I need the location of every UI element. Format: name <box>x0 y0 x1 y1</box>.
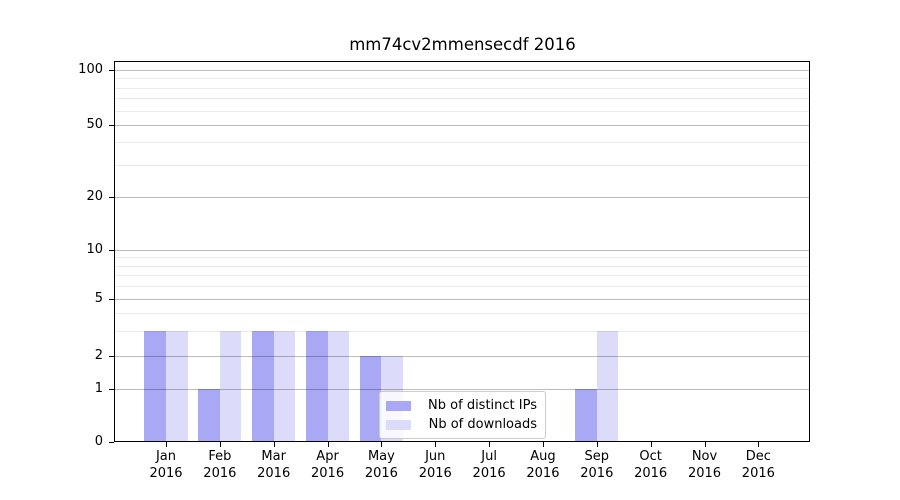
y-axis-tick-label: 20 <box>86 188 103 204</box>
x-axis-tick-label-aug: Aug 2016 <box>526 449 560 481</box>
x-axis-tick <box>650 442 652 447</box>
x-axis-tick-label-apr: Apr 2016 <box>311 449 345 481</box>
bar-distinct-ips-may <box>359 356 382 441</box>
gridline-minor <box>115 164 809 166</box>
x-axis-tick <box>273 442 275 447</box>
gridline-minor <box>115 275 809 277</box>
y-axis-tick <box>109 356 114 357</box>
y-axis-tick <box>109 70 114 71</box>
x-axis-tick-label-oct: Oct 2016 <box>634 449 668 481</box>
gridline-minor <box>115 257 809 259</box>
x-axis-tick-label-mar: Mar 2016 <box>257 449 291 481</box>
gridline-minor <box>115 265 809 267</box>
y-axis-tick-label: 10 <box>86 242 103 257</box>
x-axis-tick-label-jun: Jun 2016 <box>418 449 452 481</box>
chart-title: mm74cv2mmensecdf 2016 <box>349 35 576 54</box>
bar-distinct-ips-apr <box>305 330 328 441</box>
bar-downloads-sep <box>596 330 619 441</box>
gridline-major <box>115 250 809 251</box>
legend-swatch-distinct-ips <box>386 400 411 411</box>
bar-downloads-mar <box>273 330 296 441</box>
y-axis-tick <box>109 250 114 251</box>
x-axis-tick <box>219 442 221 447</box>
gridline-major <box>115 299 809 300</box>
x-axis-tick <box>489 442 491 447</box>
x-axis-tick-label-nov: Nov 2016 <box>687 449 722 481</box>
y-axis-tick <box>109 299 114 300</box>
gridline-minor <box>115 330 809 332</box>
x-axis-tick-label-jul: Jul 2016 <box>472 449 506 481</box>
y-axis-tick <box>109 125 114 126</box>
legend-label-downloads: Nb of downloads <box>428 417 537 432</box>
y-axis-tick-label: 1 <box>94 380 103 396</box>
gridline-major <box>115 388 809 390</box>
legend-swatch-downloads <box>386 419 411 430</box>
x-axis-tick <box>327 442 329 447</box>
x-axis-tick-label-dec: Dec 2016 <box>741 449 775 481</box>
gridline-minor <box>115 78 809 80</box>
gridline-major <box>115 196 809 198</box>
y-axis-tick <box>109 441 114 443</box>
plot-area <box>114 61 810 442</box>
x-axis-tick <box>381 442 383 447</box>
x-axis-tick-label-sep: Sep 2016 <box>580 449 614 481</box>
y-axis-tick-label: 0 <box>94 433 103 449</box>
legend-item-downloads: Nb of downloads <box>386 417 537 432</box>
bar-downloads-feb <box>219 330 242 441</box>
x-axis-tick <box>596 442 598 447</box>
x-axis-tick <box>758 442 760 447</box>
gridline-minor <box>115 142 809 144</box>
x-axis-tick-label-may: May 2016 <box>364 449 398 481</box>
y-axis-tick-label: 5 <box>94 291 103 306</box>
gridline-minor <box>115 286 809 288</box>
bar-downloads-apr <box>327 330 350 441</box>
gridline-major <box>115 125 809 126</box>
bar-downloads-jan <box>166 330 188 441</box>
x-axis-tick <box>704 442 706 447</box>
x-axis-tick-label-jan: Jan 2016 <box>149 449 183 481</box>
gridline-minor <box>115 110 809 112</box>
x-axis-tick <box>166 442 167 447</box>
bar-distinct-ips-mar <box>252 330 274 441</box>
bar-distinct-ips-jan <box>144 330 166 441</box>
legend: Nb of distinct IPs Nb of downloads <box>379 391 546 439</box>
y-axis-tick-label: 100 <box>78 62 103 77</box>
gridline-major <box>115 70 809 71</box>
bar-distinct-ips-sep <box>575 388 597 441</box>
x-axis-tick-label-feb: Feb 2016 <box>203 449 237 481</box>
y-axis-tick-label: 50 <box>86 117 103 132</box>
gridline-minor <box>115 87 809 89</box>
legend-label-distinct-ips: Nb of distinct IPs <box>428 398 537 413</box>
y-axis-tick <box>109 388 114 390</box>
gridline-minor <box>115 312 809 314</box>
gridline-major <box>115 356 809 357</box>
x-axis-tick <box>542 442 544 447</box>
x-axis-tick <box>435 442 437 447</box>
bar-distinct-ips-feb <box>198 388 220 441</box>
y-axis-tick-label: 2 <box>94 348 103 363</box>
y-axis-tick <box>109 196 114 198</box>
gridline-minor <box>115 98 809 100</box>
legend-item-distinct-ips: Nb of distinct IPs <box>386 398 537 413</box>
